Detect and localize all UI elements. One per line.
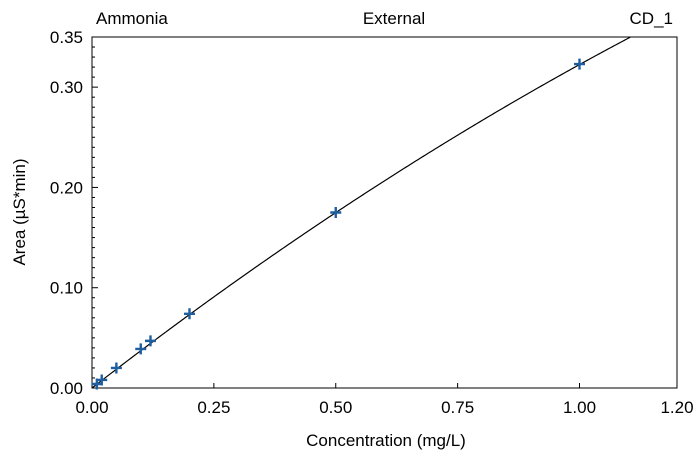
x-tick-label: 0.50 xyxy=(319,398,352,417)
plot-frame xyxy=(91,36,678,389)
y-axis: 0.00 0.10 0.20 0.30 0.35 xyxy=(50,28,98,398)
y-axis-title: Area (µS*min) xyxy=(10,158,29,265)
y-tick-label: 0.35 xyxy=(50,28,83,47)
x-tick-label: 0.75 xyxy=(441,398,474,417)
data-points xyxy=(91,58,585,390)
x-tick-label: 1.20 xyxy=(660,398,693,417)
x-tick-label: 1.00 xyxy=(563,398,596,417)
data-point xyxy=(574,58,585,70)
data-point xyxy=(145,335,156,347)
x-axis: 0.00 0.25 0.50 0.75 1.00 1.20 xyxy=(75,383,694,417)
chart-header: Ammonia External CD_1 xyxy=(96,9,673,28)
data-point xyxy=(184,308,195,320)
data-point xyxy=(96,374,108,386)
data-point xyxy=(110,362,122,374)
x-tick-label: 0.25 xyxy=(197,398,230,417)
x-axis-title: Concentration (mg/L) xyxy=(306,431,466,450)
header-detector: CD_1 xyxy=(630,9,673,28)
data-point xyxy=(135,343,147,355)
y-tick-label: 0.00 xyxy=(50,379,83,398)
y-tick-label: 0.10 xyxy=(50,279,83,298)
data-point xyxy=(330,207,342,218)
header-calibration-type: External xyxy=(363,9,425,28)
calibration-curve xyxy=(91,36,631,389)
y-tick-label: 0.30 xyxy=(50,78,83,97)
x-tick-label: 0.00 xyxy=(75,398,108,417)
header-compound: Ammonia xyxy=(96,9,168,28)
y-tick-label: 0.20 xyxy=(50,178,83,197)
